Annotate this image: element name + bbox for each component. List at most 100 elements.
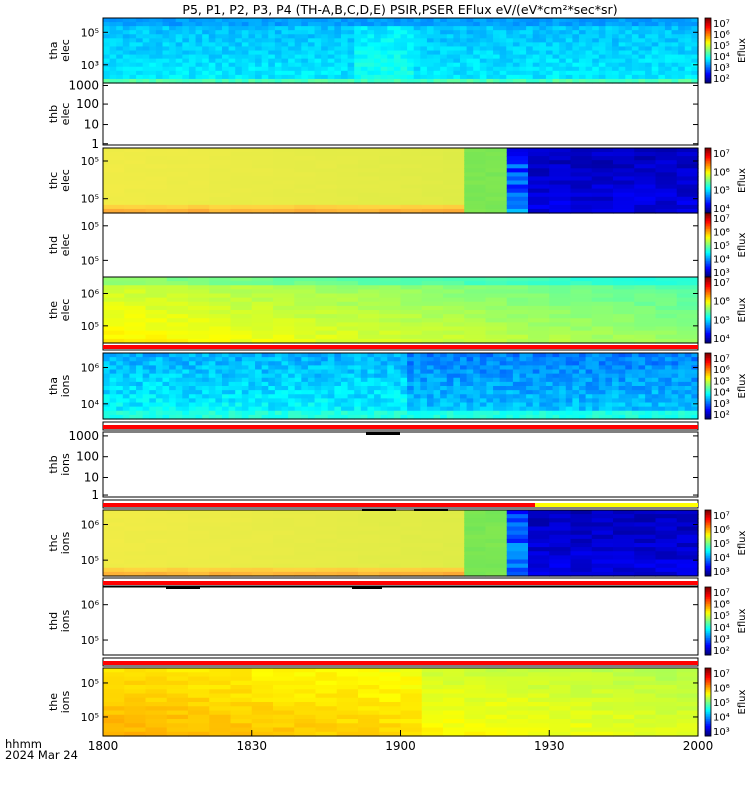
heatmap-cell [565, 66, 573, 72]
heatmap-cell [400, 414, 408, 420]
heatmap-cell [387, 58, 395, 64]
heatmap-cell [479, 373, 488, 379]
heatmap-cell [440, 38, 448, 43]
colorbar-segment [705, 333, 711, 336]
heatmap-cell [241, 410, 250, 416]
heatmap-cell [358, 710, 380, 716]
heatmap-cell [188, 538, 210, 544]
heatmap-cell [591, 281, 614, 286]
heatmap-cell [145, 723, 168, 729]
heatmap-cell [182, 66, 190, 72]
heatmap-cell [166, 706, 189, 712]
heatmap-cell [464, 180, 487, 186]
heatmap-cell [443, 522, 465, 528]
heatmap-cell [506, 668, 529, 673]
heatmap-cell [570, 285, 593, 290]
heatmap-cell [294, 377, 302, 383]
heatmap-cell [539, 386, 547, 391]
heatmap-cell [671, 54, 679, 60]
heatmap-cell [585, 402, 593, 408]
heatmap-cell [124, 184, 147, 190]
heatmap-cell [315, 510, 338, 515]
heatmap-cell [136, 18, 144, 23]
colorbar-segment [705, 195, 711, 198]
heatmap-cell [155, 373, 164, 379]
heatmap-cell [321, 390, 329, 395]
heatmap-cell [273, 301, 295, 307]
heatmap-cell [499, 406, 507, 412]
colorbar-segment [705, 196, 711, 199]
heatmap-cell [380, 369, 388, 375]
heatmap-cell [129, 62, 137, 68]
heatmap-cell [208, 406, 216, 412]
heatmap-cell [618, 22, 626, 27]
heatmap-cell [166, 200, 189, 206]
heatmap-cell [618, 410, 626, 416]
heatmap-cell [321, 365, 329, 371]
heatmap-cell [528, 168, 550, 173]
heatmap-cell [136, 50, 144, 56]
heatmap-cell [379, 559, 402, 565]
heatmap-cell [634, 530, 657, 536]
heatmap-cell [691, 42, 699, 48]
heatmap-cell [625, 353, 633, 358]
heatmap-cell [188, 723, 210, 729]
ytick-label: 10⁶ [81, 362, 100, 375]
heatmap-cell [532, 18, 540, 23]
heatmap-cell [103, 196, 125, 202]
heatmap-cell [645, 373, 653, 379]
heatmap-cell [634, 301, 657, 307]
heatmap-cell [539, 74, 547, 80]
heatmap-cell [103, 200, 125, 206]
heatmap-cell [645, 42, 653, 48]
heatmap-cell [400, 361, 408, 366]
heatmap-cell [453, 381, 461, 387]
heatmap-cell [485, 156, 508, 161]
heatmap-cell [485, 731, 508, 737]
heatmap-cell [559, 74, 567, 80]
heatmap-cell [129, 42, 137, 48]
heatmap-cell [634, 326, 657, 332]
heatmap-cell [374, 18, 382, 23]
heatmap-cell [341, 357, 349, 362]
heatmap-cell [251, 285, 274, 290]
heatmap-cell [294, 204, 317, 210]
heatmap-cell [230, 563, 253, 569]
heatmap-cell [421, 310, 444, 315]
heatmap-cell [579, 410, 587, 416]
heatmap-cell [334, 74, 342, 80]
heatmap-cell [169, 30, 177, 35]
heatmap-cell [209, 180, 232, 186]
heatmap-cell [294, 200, 317, 206]
heatmap-cell [374, 386, 382, 391]
heatmap-cell [545, 46, 554, 52]
heatmap-cell [103, 78, 111, 84]
heatmap-cell [528, 322, 550, 328]
heatmap-cell [528, 314, 550, 319]
heatmap-cell [539, 353, 547, 358]
heatmap-cell [354, 361, 362, 366]
heatmap-cell [374, 74, 382, 80]
heatmap-cell [443, 188, 465, 194]
heatmap-cell [230, 172, 253, 178]
heatmap-cell [228, 78, 236, 84]
heatmap-cell [393, 377, 402, 383]
heatmap-cell [166, 571, 189, 577]
colorbar-segment [705, 324, 711, 327]
heatmap-cell [493, 38, 501, 43]
heatmap-cell [109, 390, 117, 395]
heatmap-cell [129, 365, 137, 371]
heatmap-cell [413, 394, 421, 399]
heatmap-cell [281, 414, 289, 420]
heatmap-cell [294, 70, 302, 76]
heatmap-cell [549, 281, 572, 286]
heatmap-cell [433, 398, 441, 404]
heatmap-cell [585, 377, 593, 383]
heatmap-cell [526, 66, 534, 72]
heatmap-cell [565, 406, 573, 412]
heatmap-cell [327, 38, 335, 43]
heatmap-cell [208, 369, 216, 375]
heatmap-cell [592, 70, 600, 76]
heatmap-cell [103, 293, 125, 299]
heatmap-cell [195, 46, 203, 52]
